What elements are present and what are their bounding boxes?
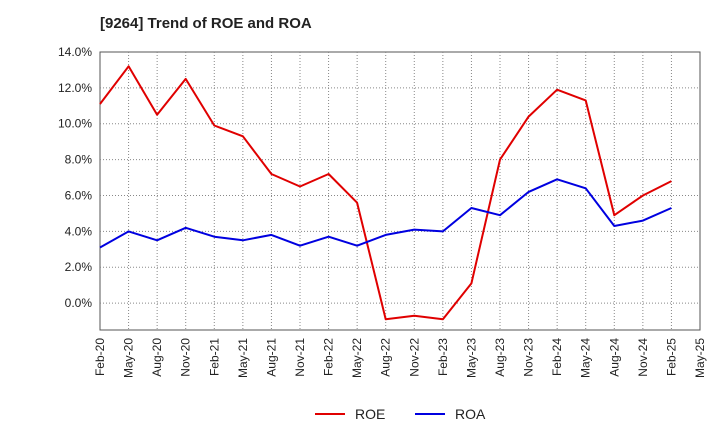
- y-tick-label: 8.0%: [65, 153, 93, 167]
- x-axis-ticks: Feb-20 May-20 Aug-20 Nov-20 Feb-21 May-21 Aug-…: [93, 338, 707, 378]
- x-tick-label: Nov-22: [407, 338, 421, 377]
- series-line-roa: [99, 178, 672, 249]
- legend-label-roa: ROA: [455, 406, 486, 422]
- x-tick-label: May-24: [579, 338, 593, 378]
- series-line-roe: [99, 65, 672, 321]
- x-tick-label: Nov-24: [636, 338, 650, 377]
- series-lines: [99, 65, 672, 321]
- x-tick-label: Feb-21: [207, 338, 221, 376]
- x-tick-label: Feb-23: [436, 338, 450, 376]
- x-tick-label: May-23: [464, 338, 478, 378]
- legend-label-roe: ROE: [355, 406, 385, 422]
- chart-title: [9264] Trend of ROE and ROA: [100, 15, 312, 32]
- y-tick-label: 12.0%: [58, 81, 92, 95]
- y-tick-label: 6.0%: [65, 188, 93, 202]
- x-tick-label: May-20: [122, 338, 136, 378]
- x-tick-label: May-22: [350, 338, 364, 378]
- y-axis-ticks: 0.0% 2.0% 4.0% 6.0% 8.0% 10.0% 12.0% 14.0%: [58, 45, 92, 310]
- plot-frame: [99, 51, 701, 331]
- x-tick-label: Aug-24: [607, 338, 621, 377]
- y-tick-label: 10.0%: [58, 117, 92, 131]
- y-tick-label: 2.0%: [65, 260, 93, 274]
- y-tick-label: 0.0%: [65, 296, 93, 310]
- plot-area: [99, 51, 701, 331]
- y-tick-label: 14.0%: [58, 45, 92, 59]
- x-tick-label: Nov-23: [522, 338, 536, 377]
- x-tick-label: Aug-22: [379, 338, 393, 377]
- y-tick-label: 4.0%: [65, 224, 93, 238]
- x-tick-label: May-21: [236, 338, 250, 378]
- x-tick-label: Feb-25: [664, 338, 678, 376]
- x-tick-label: Feb-22: [322, 338, 336, 376]
- x-tick-label: Nov-20: [179, 338, 193, 377]
- x-tick-label: Aug-20: [150, 338, 164, 377]
- x-tick-label: Feb-20: [93, 338, 107, 376]
- x-tick-label: Aug-23: [493, 338, 507, 377]
- x-tick-label: May-25: [693, 338, 707, 378]
- x-tick-label: Nov-21: [293, 338, 307, 377]
- x-tick-label: Feb-24: [550, 338, 564, 376]
- x-tick-label: Aug-21: [264, 338, 278, 377]
- legend: ROE ROA: [315, 406, 486, 422]
